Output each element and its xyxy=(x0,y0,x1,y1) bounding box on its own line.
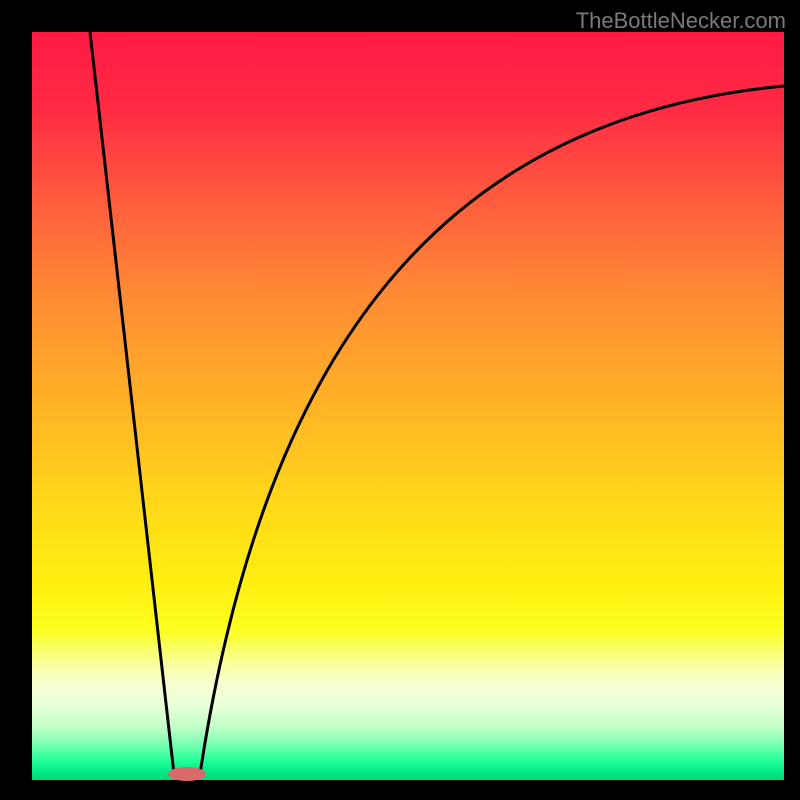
chart-plot-area xyxy=(32,32,784,780)
minimum-marker xyxy=(168,767,206,781)
watermark-text: TheBottleNecker.com xyxy=(576,8,786,34)
bottleneck-chart xyxy=(0,0,800,800)
chart-container: TheBottleNecker.com xyxy=(0,0,800,800)
